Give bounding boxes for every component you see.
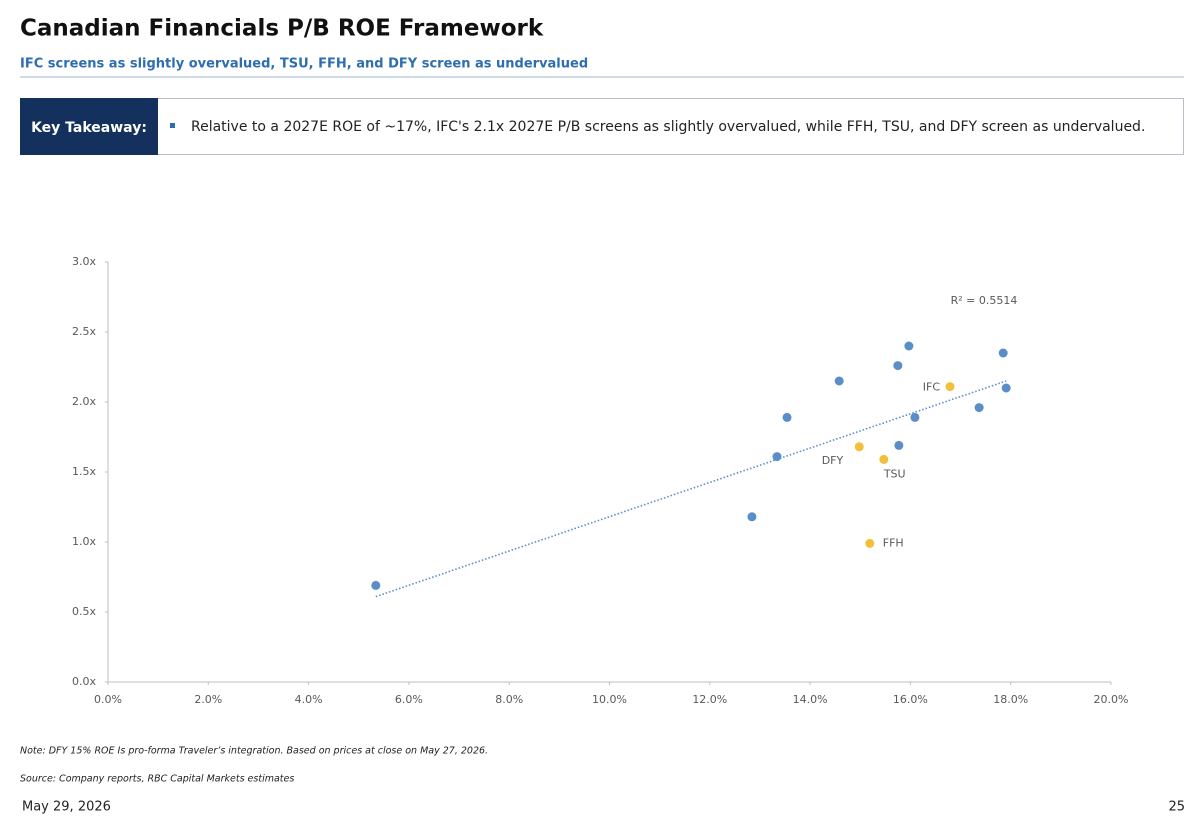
point bbox=[998, 348, 1008, 358]
point bbox=[893, 361, 903, 371]
x-tick-label: 2.0% bbox=[194, 693, 222, 706]
x-tick-label: 4.0% bbox=[295, 693, 323, 706]
x-tick-label: 20.0% bbox=[1094, 693, 1129, 706]
point bbox=[371, 580, 381, 590]
x-tick-label: 6.0% bbox=[395, 693, 423, 706]
page-number: 25 bbox=[1168, 800, 1185, 815]
point-label: IFC bbox=[923, 381, 941, 394]
point bbox=[974, 403, 984, 413]
point bbox=[747, 512, 757, 522]
x-tick-label: 12.0% bbox=[692, 693, 727, 706]
takeaway-label: Key Takeaway: bbox=[31, 120, 147, 136]
y-tick-label: 1.5x bbox=[72, 465, 96, 478]
y-tick-label: 1.0x bbox=[72, 535, 96, 548]
point bbox=[854, 442, 864, 452]
note: Note: DFY 15% ROE Is pro-forma Traveler’… bbox=[20, 746, 488, 757]
point-label: FFH bbox=[883, 536, 904, 549]
y-tick-label: 0.0x bbox=[72, 675, 96, 688]
takeaway-box bbox=[20, 98, 1184, 155]
point bbox=[879, 454, 889, 464]
takeaway-label-box bbox=[20, 98, 158, 155]
x-tick-label: 16.0% bbox=[893, 693, 928, 706]
point bbox=[910, 412, 920, 422]
source: Source: Company reports, RBC Capital Mar… bbox=[20, 774, 294, 785]
trendline bbox=[375, 380, 1007, 598]
point bbox=[865, 538, 875, 548]
point-label: DFY bbox=[822, 454, 844, 467]
date: May 29, 2026 bbox=[22, 800, 111, 815]
x-tick-label: 14.0% bbox=[793, 693, 828, 706]
y-tick-label: 0.5x bbox=[72, 605, 96, 618]
x-tick-label: 10.0% bbox=[592, 693, 627, 706]
y-tick-label: 2.0x bbox=[72, 395, 96, 408]
title: Canadian Financials P/B ROE Framework bbox=[20, 16, 544, 42]
x-tick-label: 8.0% bbox=[495, 693, 523, 706]
point bbox=[904, 341, 914, 351]
subtitle: IFC screens as slightly overvalued, TSU,… bbox=[20, 57, 588, 72]
y-tick-label: 3.0x bbox=[72, 255, 96, 268]
y-tick-label: 2.5x bbox=[72, 325, 96, 338]
point-label: TSU bbox=[883, 467, 906, 480]
x-tick-label: 18.0% bbox=[993, 693, 1028, 706]
bullet bbox=[170, 123, 175, 128]
point bbox=[945, 382, 955, 392]
chart: 0.0x 0.5x 1.0x 1.5x 2.0x 2.5x 3.0x 0.0% 2.0% 4.0%… bbox=[72, 255, 1128, 706]
r-squared: R² = 0.5514 bbox=[951, 294, 1018, 307]
point bbox=[772, 452, 782, 462]
point bbox=[894, 440, 904, 450]
point bbox=[834, 376, 844, 386]
point bbox=[782, 412, 792, 422]
takeaway-text: Relative to a 2027E ROE of ~17%, IFC's 2… bbox=[191, 119, 1145, 135]
point bbox=[1001, 383, 1011, 393]
x-tick-label: 0.0% bbox=[94, 693, 122, 706]
